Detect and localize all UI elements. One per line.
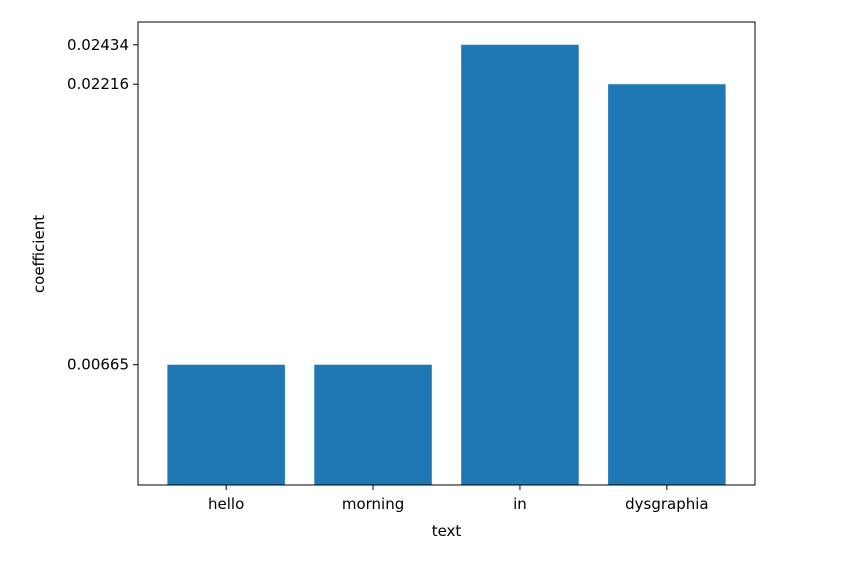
y-tick-label: 0.00665 (67, 356, 129, 374)
x-tick-label: morning (342, 495, 404, 513)
y-axis-ticks: 0.00665 0.02216 0.02434 (67, 36, 138, 374)
x-tick-label: hello (208, 495, 244, 513)
x-axis-ticks: hello morning in dysgraphia (208, 485, 709, 513)
bar-dysgraphia (608, 84, 726, 485)
x-tick-label: in (513, 495, 527, 513)
bar-hello (167, 364, 285, 485)
y-tick-label: 0.02216 (67, 75, 129, 93)
bar-morning (314, 364, 432, 485)
y-axis-label: coefficient (30, 215, 48, 293)
plot-frame (137, 21, 756, 486)
x-tick-label: dysgraphia (625, 495, 708, 513)
y-tick-label: 0.02434 (67, 36, 129, 54)
bar-in (461, 44, 579, 486)
bars-group (167, 44, 726, 486)
x-axis-label: text (432, 522, 462, 540)
